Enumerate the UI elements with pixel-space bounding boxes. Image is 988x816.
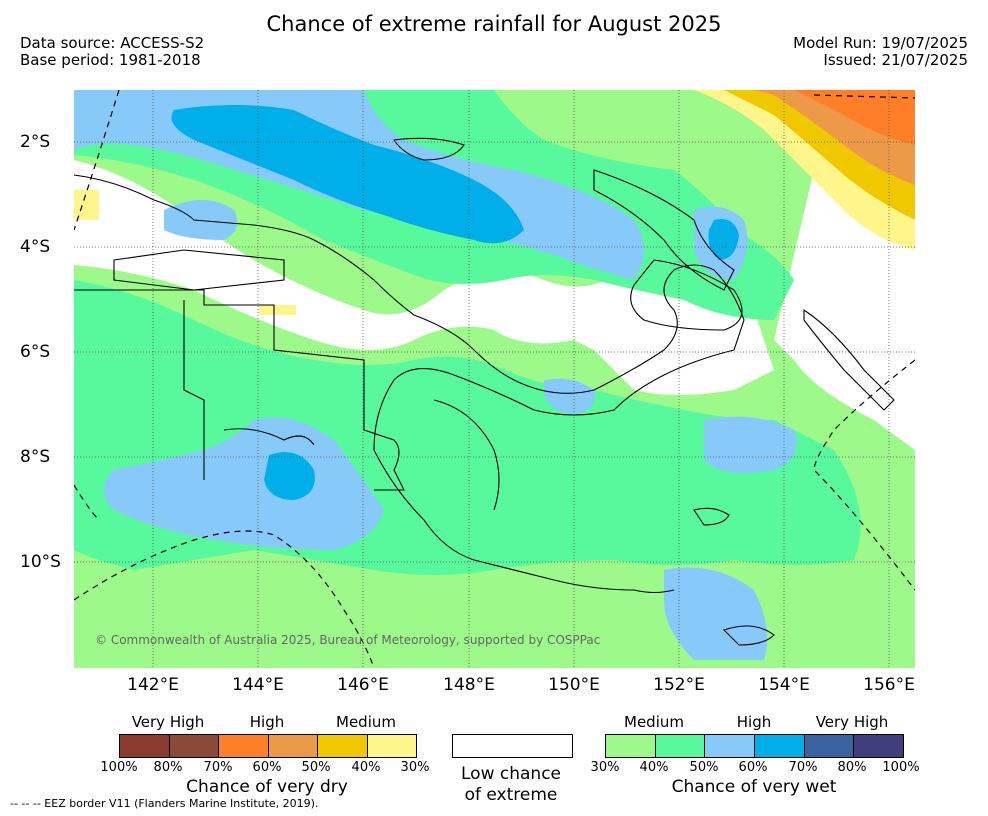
- wet-cat-medium: Medium: [624, 713, 684, 731]
- dry-swatch-1: [120, 735, 170, 757]
- wet-swatch-3: [705, 735, 756, 757]
- island-new-britain: [630, 259, 743, 331]
- low-chance-swatch: [452, 734, 573, 758]
- eez-border-lines: [74, 90, 915, 668]
- dry-caption: Chance of very dry: [186, 777, 348, 797]
- dry-tick-30: 30%: [400, 760, 430, 775]
- dry-swatch-2: [169, 735, 219, 757]
- data-source-text: Data source: ACCESS-S2: [20, 34, 205, 52]
- low-chance-area-north: [74, 160, 774, 395]
- wet-swatch-5: [804, 735, 855, 757]
- dry-swatch-3: [219, 735, 269, 757]
- low-chance-line1: Low chance: [461, 764, 561, 784]
- lon-label-142e: 142°E: [127, 675, 179, 695]
- wet-tick-40: 40%: [639, 760, 669, 775]
- lon-label-148e: 148°E: [443, 675, 495, 695]
- wet-tick-50: 50%: [689, 760, 719, 775]
- copyright-text: © Commonwealth of Australia 2025, Bureau…: [95, 633, 601, 647]
- lat-label-10s: 10°S: [20, 552, 61, 572]
- wet-tick-60: 60%: [738, 760, 768, 775]
- dry-swatch-4: [268, 735, 318, 757]
- model-run-text: Model Run: 19/07/2025: [793, 34, 968, 52]
- wet-tick-100: 100%: [882, 760, 920, 775]
- eez-west-south: [74, 484, 100, 521]
- map-canvas: [74, 90, 915, 668]
- dry-light-patch-central: [259, 305, 296, 315]
- rainfall-map: [74, 90, 915, 668]
- lat-label-8s: 8°S: [20, 447, 51, 467]
- issued-text: Issued: 21/07/2025: [823, 51, 968, 69]
- wet-tick-70: 70%: [788, 760, 818, 775]
- lon-label-152e: 152°E: [653, 675, 705, 695]
- wet-very-high-region-gulf: [104, 417, 384, 550]
- dry-tick-60: 60%: [252, 760, 282, 775]
- meta-left: Data source: ACCESS-S2 Base period: 1981…: [20, 35, 204, 69]
- wet-very-high-patch-se: [664, 567, 768, 660]
- coastline-main: [74, 174, 745, 594]
- wet-caption: Chance of very wet: [671, 777, 837, 797]
- wet-swatch-6: [854, 735, 904, 757]
- dry-swatch-6: [367, 735, 416, 757]
- dry-tick-100: 100%: [100, 760, 138, 775]
- low-chance-line2: of extreme: [464, 785, 558, 805]
- eez-south: [74, 530, 375, 668]
- dry-color-bar: [119, 734, 417, 758]
- island-new-ireland: [593, 169, 735, 291]
- lon-label-144e: 144°E: [232, 675, 284, 695]
- island-outline-north: [113, 249, 285, 291]
- lat-label-2s: 2°S: [20, 132, 51, 152]
- island-louisiade: [722, 625, 775, 646]
- lat-label-6s: 6°S: [20, 342, 51, 362]
- dry-swatch-5: [318, 735, 368, 757]
- island-manus: [393, 137, 465, 161]
- eez-west-north: [74, 90, 120, 231]
- page-title: Chance of extreme rainfall for August 20…: [266, 12, 722, 36]
- dry-tick-50: 50%: [301, 760, 331, 775]
- low-chance-caption: Low chance of extreme: [461, 764, 561, 806]
- wet-extreme-patch-ne: [708, 219, 739, 260]
- lon-label-150e: 150°E: [548, 675, 600, 695]
- wet-swatch-2: [655, 735, 706, 757]
- lat-label-4s: 4°S: [20, 237, 51, 257]
- graticule: [74, 90, 915, 668]
- dry-very-high-region: [794, 90, 915, 145]
- province-line-west: [183, 300, 205, 480]
- huon-coast: [433, 399, 500, 511]
- island-trobriand: [693, 507, 730, 526]
- border-line: [74, 289, 405, 491]
- coastlines: [74, 137, 895, 646]
- eez-footnote: -- -- -- EEZ border V11 (Flanders Marine…: [10, 797, 319, 810]
- dry-tick-40: 40%: [351, 760, 381, 775]
- wet-cat-very-high: Very High: [815, 713, 889, 731]
- lon-label-156e: 156°E: [863, 675, 915, 695]
- fly-river-delta: [223, 428, 315, 446]
- wet-very-high-patch-nw: [164, 200, 238, 240]
- dry-tick-70: 70%: [203, 760, 233, 775]
- wet-extreme-region-north: [171, 105, 524, 244]
- base-period-text: Base period: 1981-2018: [20, 51, 201, 69]
- low-chance-area-east: [774, 170, 915, 450]
- wet-tick-30: 30%: [590, 760, 620, 775]
- dry-cat-very-high: Very High: [131, 713, 205, 731]
- wet-swatch-1: [606, 735, 656, 757]
- wet-swatch-4: [755, 735, 805, 757]
- eez-north-east: [813, 94, 915, 99]
- wet-color-bar: [605, 734, 904, 758]
- wet-very-high-patch-central: [544, 378, 595, 415]
- lon-label-146e: 146°E: [337, 675, 389, 695]
- wet-extreme-patch-gulf: [264, 452, 315, 500]
- wet-tick-80: 80%: [837, 760, 867, 775]
- dry-cat-medium: Medium: [336, 713, 396, 731]
- meta-right: Model Run: 19/07/2025 Issued: 21/07/2025: [793, 35, 968, 69]
- lon-label-154e: 154°E: [758, 675, 810, 695]
- wet-very-high-patch-solomon: [704, 416, 797, 474]
- dry-tick-80: 80%: [153, 760, 183, 775]
- wet-cat-high: High: [736, 713, 772, 731]
- dry-cat-high: High: [249, 713, 285, 731]
- dry-light-patch-west: [74, 190, 99, 220]
- eez-east: [813, 359, 915, 591]
